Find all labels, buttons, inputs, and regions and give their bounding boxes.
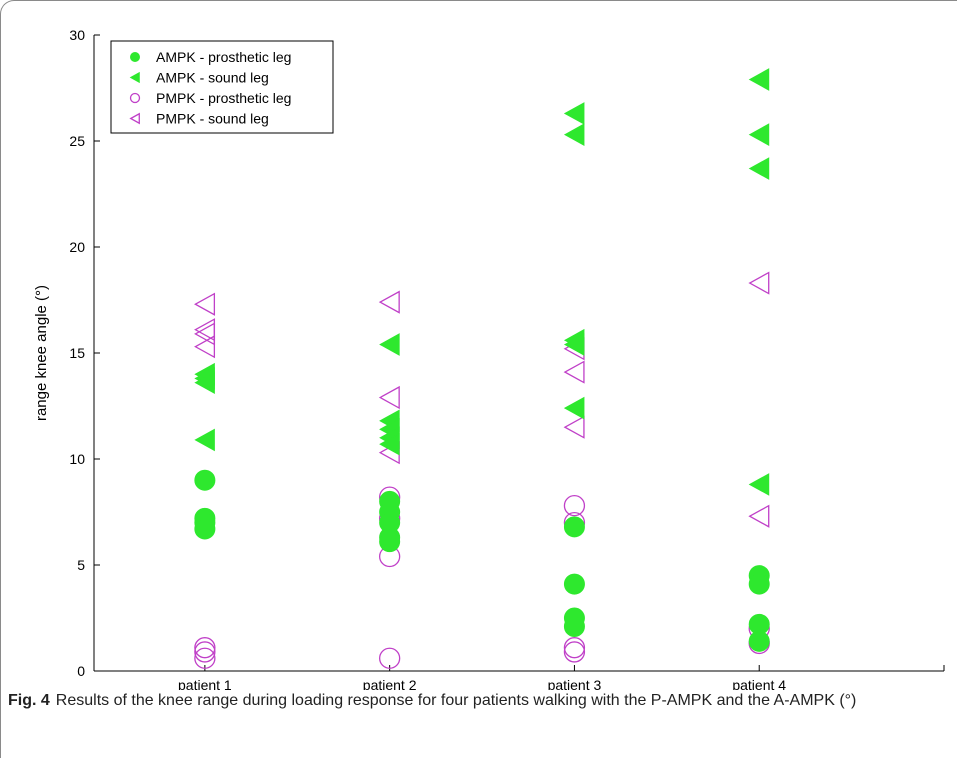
data-point [748,123,770,146]
data-point [748,157,770,180]
data-point [194,335,216,359]
figure-caption: Fig. 4 Results of the knee range during l… [8,690,943,712]
data-point [563,516,585,538]
data-point [194,292,216,316]
y-ticks: 0 5 10 15 20 25 30 [69,27,100,679]
data-point [748,573,770,595]
legend-label: AMPK - sound leg [156,70,269,86]
data-point [194,518,216,540]
data-point [748,271,770,295]
x-tick-label: patient 1 [178,677,232,690]
data-point [563,494,586,517]
legend-box [110,40,334,134]
data-point [748,473,770,496]
data-point [563,637,586,659]
data-point [379,531,401,553]
data-point [194,469,216,491]
data-point [194,637,216,659]
legend-label: PMPK - sound leg [156,111,269,127]
data-point [748,630,770,652]
data-point [379,432,400,456]
y-tick-label: 0 [77,663,85,679]
data-point [563,333,585,356]
legend-marker [129,71,140,84]
y-tick-label: 5 [77,557,85,573]
legend: AMPK - prosthetic leg AMPK - sound leg PMP… [110,40,334,134]
legend-marker [130,52,140,62]
data-point [378,385,400,410]
y-axis-label: range knee angle (°) [33,285,50,421]
legend-label: PMPK - prosthetic leg [156,90,291,106]
data-point [194,647,216,669]
data-point [563,573,585,595]
data-point [379,647,401,669]
data-point [563,415,585,439]
data-point [379,333,400,356]
y-tick-label: 20 [69,239,85,255]
data-point [563,396,585,420]
data-point [563,102,585,125]
y-tick-label: 10 [69,451,85,467]
legend-label: AMPK - prosthetic leg [156,49,291,65]
data-points [194,68,770,669]
y-tick-label: 15 [69,345,85,361]
legend-marker [129,92,141,104]
legend-marker [129,112,140,125]
x-tick-label: patient 2 [363,677,417,690]
caption-text: Results of the knee range during loading… [55,692,857,709]
data-point [194,428,215,452]
data-point [563,123,585,146]
figure-label: Fig. 4 [8,692,50,709]
data-point [563,615,585,637]
data-point [194,641,216,663]
data-point [194,371,215,395]
data-point [378,290,400,314]
scatter-chart: 0 5 10 15 20 25 30 patient 1 patient 2 patient 3… [33,27,945,690]
y-tick-label: 30 [69,27,85,43]
x-ticks: patient 1 patient 2 patient 3 patient 4 [178,665,945,690]
data-point [748,504,770,528]
y-tick-label: 25 [69,133,85,149]
data-point [748,68,770,91]
data-point [563,360,585,384]
x-tick-label: patient 3 [548,677,602,690]
data-point [194,322,216,346]
x-tick-label: patient 4 [732,677,786,690]
data-point [563,641,586,663]
